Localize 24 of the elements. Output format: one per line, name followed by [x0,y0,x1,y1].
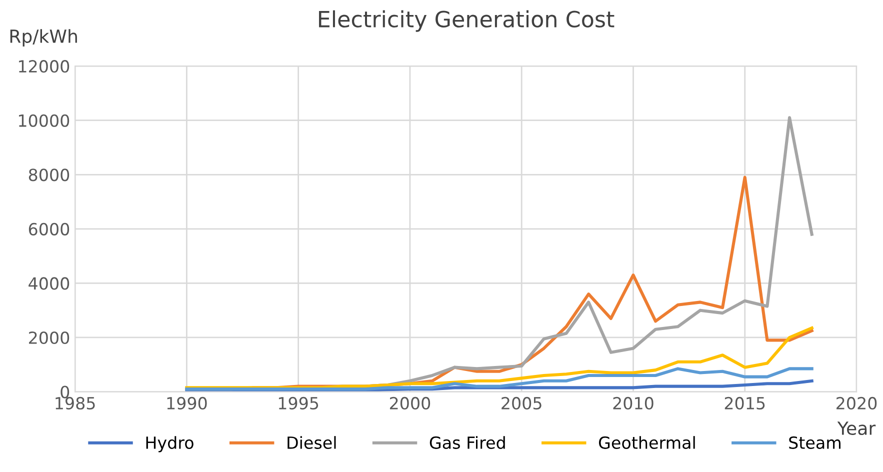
legend-label: Diesel [288,436,336,449]
x-axis-title: Year [837,422,876,436]
legend-label: Gas Fired [430,436,505,449]
x-tick-label: 2005 [502,396,542,410]
x-tick-label: 2015 [724,396,765,410]
y-tick-label: 6000 [28,222,70,236]
y-axis-title: Rp/kWh [10,29,77,47]
y-tick-label: 4000 [28,277,70,290]
y-tick-label: 2000 [29,331,70,344]
line-series [185,367,814,391]
chart-title: Electricity Generation Cost [319,10,614,32]
legend-label: Geothermal [598,436,695,449]
x-tick-label: 1990 [167,396,207,410]
x-tick-label: 2010 [613,396,654,410]
legend-label: Steam [789,436,840,449]
x-tick-label: 1985 [56,396,95,410]
y-tick-label: 8000 [28,168,70,182]
y-tick-label: 10000 [19,114,70,127]
y-tick-label: 12000 [19,60,70,73]
legend-label: Hydro [146,436,194,452]
x-tick-label: 2000 [390,396,430,410]
x-tick-label: 2020 [836,396,877,410]
x-tick-label: 1995 [278,396,318,410]
y-tick-label: 0 [60,386,70,398]
